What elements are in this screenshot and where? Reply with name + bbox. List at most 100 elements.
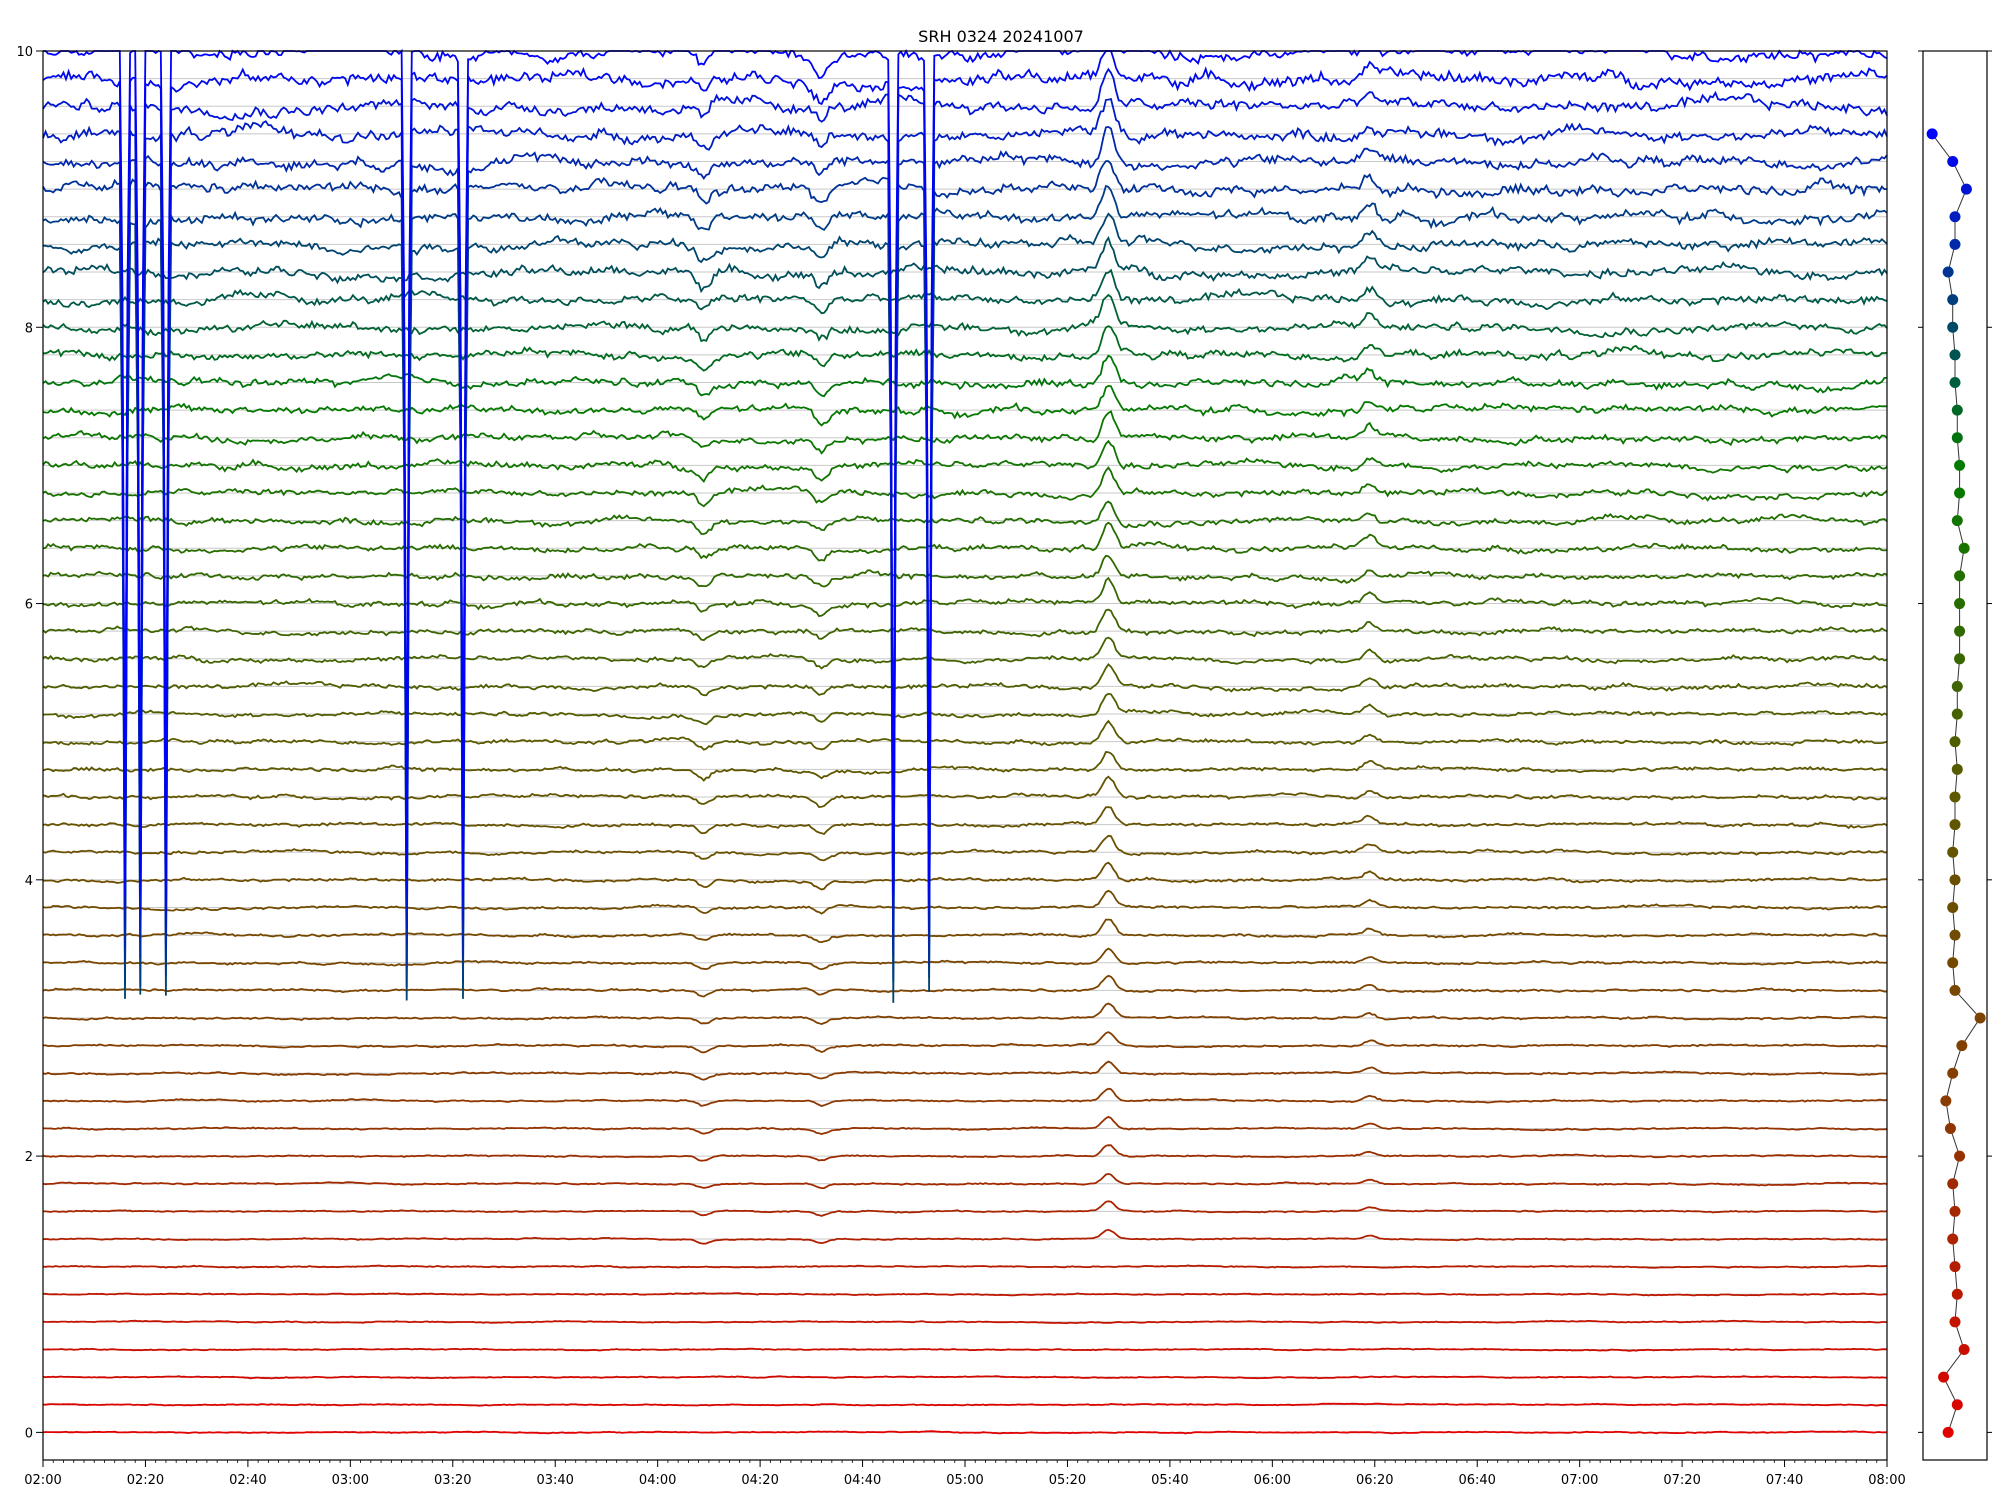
side-point — [1942, 1426, 1954, 1438]
channel-trace — [42, 1430, 1888, 1435]
side-point — [1958, 542, 1970, 554]
y-axis: 0 2 4 6 8 10 — [16, 45, 43, 1441]
chart-title: SRH 0324 20241007 — [918, 27, 1084, 46]
x-tick-label: 05:00 — [946, 1473, 983, 1488]
side-point — [1958, 1343, 1970, 1355]
channel-trace — [42, 1319, 1888, 1324]
channel-trace — [42, 212, 1888, 1003]
channel-trace — [42, 354, 1887, 398]
channel-trace — [42, 125, 1888, 956]
side-point — [1949, 874, 1961, 886]
x-tick-label: 02:40 — [229, 1473, 266, 1488]
y-tick-label: 4 — [25, 874, 33, 889]
x-tick-label: 04:40 — [844, 1473, 881, 1488]
side-point — [1960, 183, 1972, 195]
side-point — [1954, 653, 1966, 665]
side-point — [1954, 570, 1966, 582]
channel-trace — [42, 325, 1888, 372]
y-tick-label: 10 — [16, 45, 33, 60]
x-tick-label: 04:00 — [639, 1473, 676, 1488]
x-tick-label: 07:20 — [1663, 1473, 1700, 1488]
side-point — [1947, 957, 1959, 969]
channel-trace — [42, 1200, 1888, 1217]
channel-trace — [42, 1347, 1888, 1352]
channel-trace — [42, 974, 1888, 998]
channel-trace — [42, 235, 1888, 294]
x-tick-label: 06:00 — [1254, 1473, 1291, 1488]
side-point — [1954, 1150, 1966, 1162]
side-points — [1926, 128, 1986, 1438]
side-point — [1949, 349, 1961, 361]
channel-trace — [42, 806, 1888, 836]
channel-trace — [42, 663, 1888, 697]
x-tick-label: 07:00 — [1561, 1473, 1598, 1488]
side-point — [1954, 625, 1966, 637]
channel-trace — [42, 889, 1888, 915]
x-tick-label: 08:00 — [1868, 1473, 1905, 1488]
channel-trace — [42, 466, 1888, 508]
channel-trace — [42, 1402, 1888, 1407]
side-point — [1947, 156, 1959, 168]
channel-trace — [42, 50, 1888, 903]
channel-trace — [42, 576, 1888, 618]
channel-trace — [42, 521, 1888, 562]
channel-trace — [42, 1031, 1888, 1054]
channel-trace — [42, 98, 1888, 934]
channel-trace — [42, 1375, 1888, 1380]
y-tick-label: 0 — [25, 1426, 33, 1441]
x-tick-label: 03:40 — [536, 1473, 573, 1488]
side-point — [1949, 238, 1961, 250]
channel-trace — [42, 184, 1888, 988]
side-point — [1949, 377, 1961, 389]
channel-trace — [42, 1002, 1888, 1026]
channel-trace — [42, 692, 1888, 726]
side-point — [1947, 846, 1959, 858]
x-tick-label: 07:40 — [1766, 1473, 1803, 1488]
channel-trace — [42, 1060, 1888, 1081]
side-point — [1949, 1316, 1961, 1328]
x-axis: 02:00 02:20 02:40 03:00 03:20 03:40 04:00 04:20… — [24, 1460, 1906, 1488]
x-tick-label: 04:20 — [741, 1473, 778, 1488]
side-point — [1947, 294, 1959, 306]
channel-trace — [42, 861, 1888, 891]
x-tick-label: 05:40 — [1151, 1473, 1188, 1488]
y-tick-label: 6 — [25, 598, 33, 613]
side-point — [1951, 404, 1963, 416]
side-point — [1949, 1205, 1961, 1217]
channel-trace — [42, 834, 1888, 862]
channel-trace — [42, 1264, 1888, 1269]
x-tick-label: 05:20 — [1049, 1473, 1086, 1488]
side-point — [1949, 211, 1961, 223]
side-point — [1947, 901, 1959, 913]
channel-trace — [42, 1087, 1888, 1107]
channel-trace — [42, 67, 1888, 918]
side-point — [1938, 1371, 1950, 1383]
side-point — [1942, 266, 1954, 278]
x-tick-label: 06:20 — [1356, 1473, 1393, 1488]
channel-trace — [42, 500, 1888, 535]
channel-trace — [42, 918, 1888, 944]
side-point — [1949, 791, 1961, 803]
channel-trace — [42, 947, 1888, 971]
channel-trace — [42, 439, 1888, 484]
side-point — [1951, 1288, 1963, 1300]
side-point — [1949, 819, 1961, 831]
side-point — [1951, 763, 1963, 775]
side-point — [1951, 515, 1963, 527]
main-plot-area: 02:00 02:20 02:40 03:00 03:20 03:40 04:00 04:20… — [16, 45, 1905, 1488]
side-y-ticks — [1918, 50, 1992, 1433]
side-plot-area — [1918, 50, 1992, 1461]
channel-trace — [42, 608, 1888, 642]
x-tick-label: 02:00 — [24, 1473, 61, 1488]
side-point — [1940, 1095, 1952, 1107]
side-point — [1951, 680, 1963, 692]
channel-trace — [42, 160, 1888, 969]
channel-trace — [42, 636, 1888, 670]
side-point — [1944, 1122, 1956, 1134]
channel-trace — [42, 775, 1888, 809]
x-tick-label: 03:00 — [332, 1473, 369, 1488]
side-point — [1947, 1067, 1959, 1079]
channel-trace — [42, 1292, 1888, 1297]
